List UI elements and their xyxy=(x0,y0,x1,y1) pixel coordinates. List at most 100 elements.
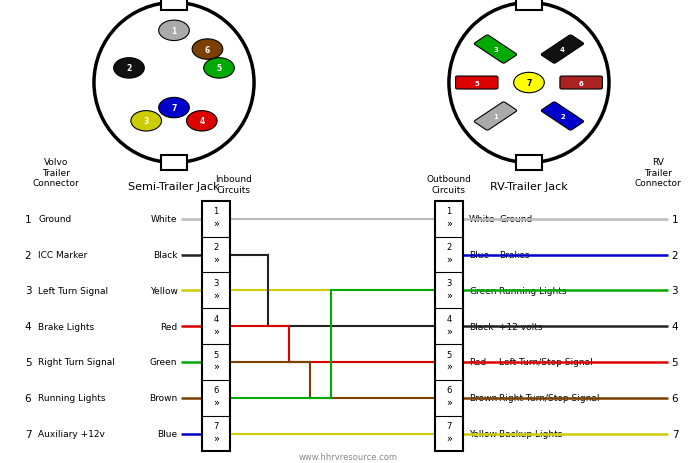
Text: »: » xyxy=(446,219,452,229)
Text: Yellow: Yellow xyxy=(469,429,497,438)
Text: 5: 5 xyxy=(672,357,679,367)
Text: 1: 1 xyxy=(493,114,498,120)
Text: 4: 4 xyxy=(199,117,205,126)
Text: Left Turn/Stop Signal: Left Turn/Stop Signal xyxy=(499,357,593,367)
FancyBboxPatch shape xyxy=(541,103,583,131)
Text: Ground: Ground xyxy=(499,215,532,224)
Text: »: » xyxy=(213,219,219,229)
Text: »: » xyxy=(446,362,452,371)
Bar xyxy=(435,201,463,451)
Text: Left Turn Signal: Left Turn Signal xyxy=(38,286,109,295)
Bar xyxy=(516,156,542,171)
Text: Yellow: Yellow xyxy=(150,286,177,295)
Text: »: » xyxy=(213,362,219,371)
Text: Blue: Blue xyxy=(157,429,177,438)
Bar xyxy=(202,201,230,451)
Text: 3: 3 xyxy=(672,286,679,296)
Text: 7: 7 xyxy=(672,429,679,438)
Text: Brown: Brown xyxy=(469,394,498,402)
Text: 7: 7 xyxy=(446,421,452,430)
Text: Running Lights: Running Lights xyxy=(499,286,567,295)
Text: 6: 6 xyxy=(579,81,583,86)
Text: 1: 1 xyxy=(171,27,177,36)
Text: 4: 4 xyxy=(24,321,31,332)
Text: 6: 6 xyxy=(213,386,219,394)
Text: ICC Marker: ICC Marker xyxy=(38,250,88,259)
Text: 6: 6 xyxy=(24,393,31,403)
Circle shape xyxy=(159,98,189,119)
Text: Green: Green xyxy=(150,357,177,367)
Text: Inbound
Circuits: Inbound Circuits xyxy=(215,175,251,194)
Circle shape xyxy=(159,21,189,42)
Text: 5: 5 xyxy=(216,64,221,73)
Text: 5: 5 xyxy=(446,350,452,359)
Text: »: » xyxy=(213,397,219,407)
Text: Green: Green xyxy=(469,286,497,295)
Text: 2: 2 xyxy=(446,243,452,251)
Text: 3: 3 xyxy=(24,286,31,296)
Text: Right Turn Signal: Right Turn Signal xyxy=(38,357,115,367)
Text: 7: 7 xyxy=(171,104,177,113)
Text: Blue: Blue xyxy=(469,250,489,259)
Text: »: » xyxy=(213,433,219,443)
Text: 7: 7 xyxy=(24,429,31,438)
Text: 3: 3 xyxy=(143,117,149,126)
FancyBboxPatch shape xyxy=(541,36,583,64)
Text: 1: 1 xyxy=(446,207,452,216)
Circle shape xyxy=(204,58,235,79)
Text: 2: 2 xyxy=(672,250,679,260)
Text: 6: 6 xyxy=(446,386,452,394)
Text: 2: 2 xyxy=(213,243,219,251)
Text: 6: 6 xyxy=(672,393,679,403)
Text: +12 volts: +12 volts xyxy=(499,322,543,331)
Text: »: » xyxy=(446,397,452,407)
Text: »: » xyxy=(446,433,452,443)
Text: 3: 3 xyxy=(446,278,452,288)
Text: 5: 5 xyxy=(475,81,479,86)
FancyBboxPatch shape xyxy=(475,36,516,64)
Text: Volvo
Trailer
Connector: Volvo Trailer Connector xyxy=(32,158,79,188)
Text: 3: 3 xyxy=(213,278,219,288)
Text: 7: 7 xyxy=(526,79,532,88)
Text: 1: 1 xyxy=(24,214,31,224)
Text: »: » xyxy=(446,254,452,264)
Text: 3: 3 xyxy=(493,47,498,53)
Text: 5: 5 xyxy=(213,350,219,359)
Text: »: » xyxy=(213,254,219,264)
FancyBboxPatch shape xyxy=(560,77,602,90)
Text: »: » xyxy=(213,290,219,300)
Text: »: » xyxy=(446,290,452,300)
Text: Auxiliary +12v: Auxiliary +12v xyxy=(38,429,105,438)
Text: 5: 5 xyxy=(24,357,31,367)
Text: Outbound
Circuits: Outbound Circuits xyxy=(427,175,471,194)
Circle shape xyxy=(192,40,223,60)
Text: Black: Black xyxy=(153,250,177,259)
Text: Semi-Trailer Jack: Semi-Trailer Jack xyxy=(128,182,220,192)
Text: 2: 2 xyxy=(127,64,132,73)
Circle shape xyxy=(131,112,161,132)
Text: Right Turn/Stop Signal: Right Turn/Stop Signal xyxy=(499,394,599,402)
Text: 4: 4 xyxy=(672,321,679,332)
Text: 4: 4 xyxy=(560,47,565,53)
Circle shape xyxy=(187,112,217,132)
Text: White: White xyxy=(469,215,496,224)
Text: Ground: Ground xyxy=(38,215,72,224)
Text: www.hhrvresource.com: www.hhrvresource.com xyxy=(299,452,397,461)
Text: 4: 4 xyxy=(213,314,219,323)
Bar xyxy=(516,0,542,11)
Bar xyxy=(161,0,187,11)
Text: Running Lights: Running Lights xyxy=(38,394,106,402)
FancyBboxPatch shape xyxy=(455,77,498,90)
Text: 7: 7 xyxy=(213,421,219,430)
Text: »: » xyxy=(446,325,452,336)
Text: RV-Trailer Jack: RV-Trailer Jack xyxy=(490,182,568,192)
FancyBboxPatch shape xyxy=(475,103,516,131)
Text: 2: 2 xyxy=(560,114,564,120)
Text: 6: 6 xyxy=(205,45,210,55)
Text: Brake Lights: Brake Lights xyxy=(38,322,95,331)
Text: Brakes: Brakes xyxy=(499,250,530,259)
Text: 1: 1 xyxy=(672,214,679,224)
Text: White: White xyxy=(151,215,177,224)
Text: Black: Black xyxy=(469,322,493,331)
Text: 4: 4 xyxy=(446,314,452,323)
